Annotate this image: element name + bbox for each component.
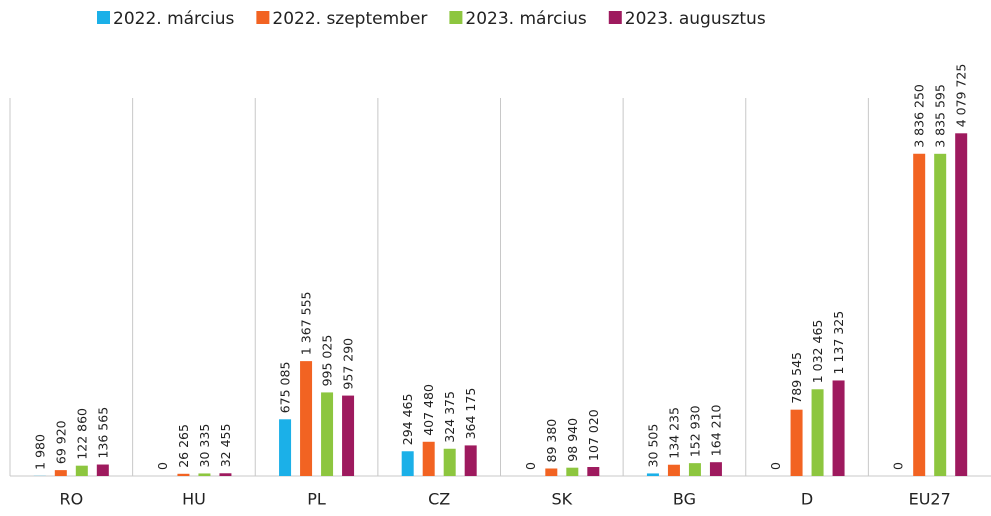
bar (587, 467, 600, 476)
bar (75, 465, 88, 476)
bar (422, 441, 435, 476)
x-tick-label: PL (307, 490, 326, 509)
value-label: 3 835 595 (933, 84, 948, 148)
x-tick-label: D (801, 490, 813, 509)
bar (321, 392, 334, 476)
value-label: 0 (768, 462, 783, 470)
value-label: 0 (155, 462, 170, 470)
bar (955, 133, 968, 476)
x-tick-label: RO (59, 490, 83, 509)
value-label: 107 020 (586, 409, 601, 461)
value-label: 675 085 (278, 362, 293, 414)
value-label: 294 465 (400, 394, 415, 446)
bar (464, 445, 477, 476)
bar (709, 462, 722, 476)
value-label: 995 025 (320, 335, 335, 387)
value-label: 134 235 (666, 407, 681, 459)
value-label: 26 265 (176, 424, 191, 468)
value-label: 89 380 (544, 419, 559, 463)
legend-swatch (256, 11, 270, 24)
legend-label: 2022. szeptember (272, 9, 427, 29)
bar (566, 467, 579, 476)
bar (401, 451, 414, 476)
value-label: 30 335 (197, 424, 212, 468)
bar (646, 473, 659, 476)
value-label: 1 032 465 (810, 320, 825, 384)
bar (688, 463, 701, 476)
value-label: 957 290 (341, 338, 356, 390)
bar (279, 419, 292, 476)
x-tick-label: SK (551, 490, 572, 509)
value-label: 407 480 (421, 384, 436, 436)
value-label: 0 (523, 462, 538, 470)
value-label: 1 137 325 (831, 311, 846, 375)
legend-label: 2023. március (465, 9, 587, 29)
value-label: 30 505 (645, 424, 660, 468)
x-tick-label: HU (182, 490, 206, 509)
value-label: 152 930 (687, 405, 702, 457)
bar (342, 395, 355, 476)
x-tick-label: CZ (428, 490, 450, 509)
bar (198, 473, 211, 476)
bar (545, 468, 558, 476)
value-label: 364 175 (463, 388, 478, 440)
value-label: 0 (891, 462, 906, 470)
bar (790, 409, 803, 476)
value-label: 122 860 (74, 408, 89, 460)
legend-swatch (608, 11, 622, 24)
bar (177, 473, 190, 476)
bar (832, 380, 845, 476)
bar (300, 361, 313, 476)
value-label: 1 367 555 (299, 292, 314, 356)
value-label: 324 375 (442, 391, 457, 443)
bar (443, 448, 456, 476)
bar (219, 473, 232, 476)
legend-label: 2023. augusztus (625, 9, 766, 29)
bar (96, 464, 109, 476)
value-label: 69 920 (53, 420, 68, 464)
legend-swatch (97, 11, 110, 24)
bar (811, 389, 824, 476)
value-label: 32 455 (218, 424, 233, 468)
bar (913, 153, 926, 476)
bar (934, 153, 947, 477)
value-label: 1 980 (32, 434, 47, 470)
legend-swatch (449, 11, 463, 24)
x-tick-label: EU27 (909, 490, 951, 509)
value-label: 164 210 (708, 404, 723, 456)
legend-label: 2022. március (113, 9, 235, 29)
value-label: 3 836 250 (912, 84, 927, 148)
x-tick-label: BG (673, 490, 696, 509)
bar (54, 470, 67, 476)
value-label: 98 940 (565, 418, 580, 462)
value-label: 4 079 725 (954, 64, 969, 128)
bar (667, 464, 680, 476)
value-label: 789 545 (789, 352, 804, 404)
value-label: 136 565 (95, 407, 110, 459)
